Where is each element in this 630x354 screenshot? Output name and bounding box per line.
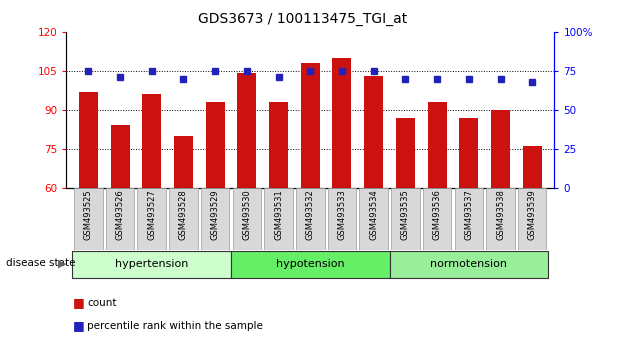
Text: GSM493530: GSM493530 [243, 189, 251, 240]
Bar [110, 125, 130, 343]
FancyBboxPatch shape [486, 188, 515, 250]
FancyBboxPatch shape [137, 188, 166, 250]
FancyBboxPatch shape [360, 188, 388, 250]
FancyBboxPatch shape [454, 188, 483, 250]
Bar [523, 146, 542, 343]
Bar [174, 136, 193, 343]
Bar [301, 63, 320, 343]
Text: GSM493535: GSM493535 [401, 189, 410, 240]
FancyBboxPatch shape [296, 188, 324, 250]
Bar [396, 118, 415, 343]
FancyBboxPatch shape [106, 188, 134, 250]
Bar [238, 73, 256, 343]
Bar [205, 102, 225, 343]
Text: disease state: disease state [6, 258, 76, 268]
FancyBboxPatch shape [169, 188, 198, 250]
Text: ■: ■ [72, 296, 84, 309]
Text: GSM493526: GSM493526 [115, 189, 125, 240]
FancyBboxPatch shape [518, 188, 546, 250]
Bar [333, 58, 352, 343]
FancyBboxPatch shape [391, 188, 420, 250]
Text: GSM493528: GSM493528 [179, 189, 188, 240]
Text: GSM493527: GSM493527 [147, 189, 156, 240]
Text: GSM493525: GSM493525 [84, 189, 93, 240]
FancyBboxPatch shape [232, 188, 261, 250]
Text: GSM493537: GSM493537 [464, 189, 473, 240]
Text: hypertension: hypertension [115, 259, 188, 269]
Text: percentile rank within the sample: percentile rank within the sample [87, 321, 263, 331]
Text: GSM493538: GSM493538 [496, 189, 505, 240]
FancyBboxPatch shape [231, 251, 389, 278]
Text: normotension: normotension [430, 259, 507, 269]
FancyBboxPatch shape [72, 251, 231, 278]
FancyBboxPatch shape [201, 188, 229, 250]
FancyBboxPatch shape [423, 188, 451, 250]
FancyBboxPatch shape [328, 188, 356, 250]
FancyBboxPatch shape [74, 188, 103, 250]
Text: GSM493532: GSM493532 [306, 189, 315, 240]
Text: ■: ■ [72, 319, 84, 332]
Text: count: count [87, 298, 117, 308]
FancyBboxPatch shape [265, 188, 293, 250]
Text: GDS3673 / 100113475_TGI_at: GDS3673 / 100113475_TGI_at [198, 12, 407, 27]
Text: ▶: ▶ [58, 259, 66, 269]
Text: GSM493536: GSM493536 [433, 189, 442, 240]
Text: GSM493529: GSM493529 [210, 189, 220, 240]
Bar [491, 110, 510, 343]
Bar [459, 118, 478, 343]
Text: GSM493534: GSM493534 [369, 189, 378, 240]
Bar [142, 94, 161, 343]
Text: GSM493531: GSM493531 [274, 189, 283, 240]
Text: GSM493539: GSM493539 [528, 189, 537, 240]
Text: hypotension: hypotension [276, 259, 345, 269]
Bar [428, 102, 447, 343]
Text: GSM493533: GSM493533 [338, 189, 346, 240]
Bar [79, 92, 98, 343]
Bar [269, 102, 288, 343]
Bar [364, 76, 383, 343]
FancyBboxPatch shape [389, 251, 548, 278]
